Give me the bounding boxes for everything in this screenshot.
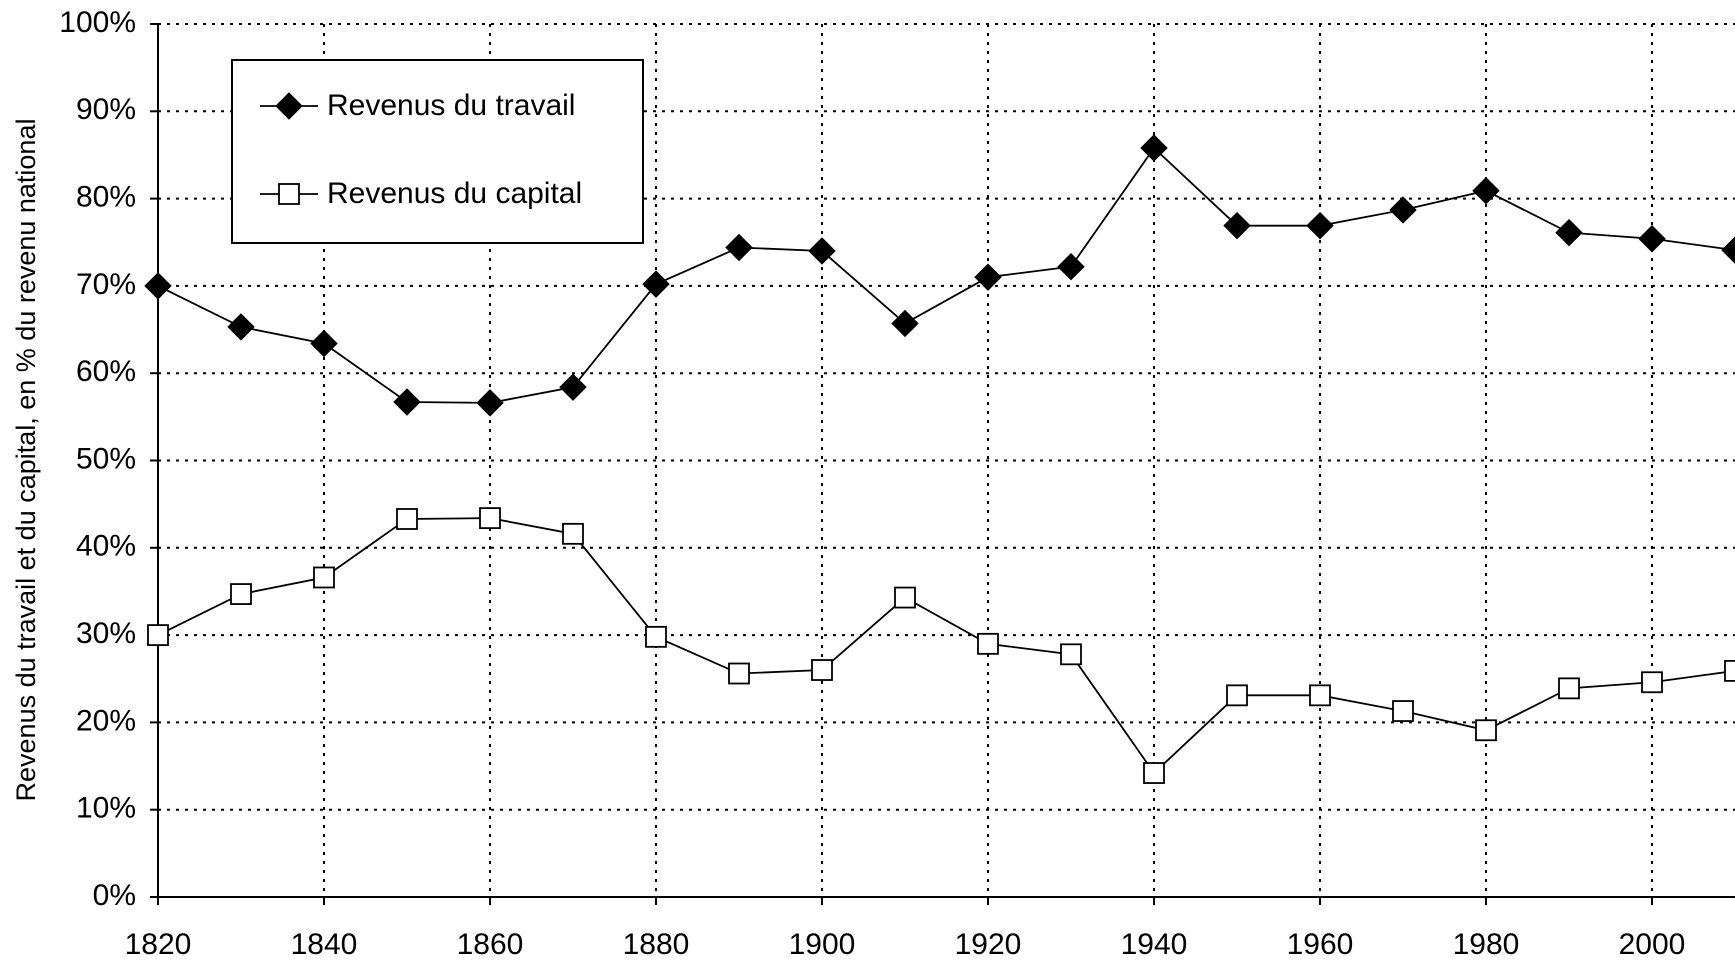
data-point <box>147 624 169 646</box>
series-line <box>157 146 1735 404</box>
data-point <box>645 625 667 648</box>
y-tick-label: 20% <box>76 704 136 737</box>
x-tick-label: 1940 <box>1121 928 1188 961</box>
data-point <box>1060 643 1082 666</box>
legend-box <box>231 59 644 244</box>
data-point <box>894 586 916 609</box>
data-point <box>1306 211 1334 240</box>
data-point <box>728 662 750 685</box>
data-point <box>1143 762 1165 784</box>
y-tick-label: 10% <box>76 792 136 825</box>
data-point <box>1140 134 1168 162</box>
data-point <box>1392 700 1414 722</box>
data-point <box>144 272 172 300</box>
data-point <box>1721 236 1735 264</box>
x-tick-label: 1960 <box>1287 928 1354 961</box>
data-point <box>559 373 587 401</box>
data-point <box>808 237 836 265</box>
y-tick-label: 70% <box>76 268 136 301</box>
series-line <box>157 517 1735 775</box>
data-point <box>310 329 338 358</box>
x-tick-label: 2000 <box>1619 928 1686 961</box>
data-point <box>313 566 335 589</box>
data-point <box>891 309 919 338</box>
data-point <box>396 508 418 530</box>
y-tick-label: 50% <box>76 442 136 475</box>
data-point <box>1472 177 1500 205</box>
data-point <box>974 263 1002 291</box>
legend-label: Revenus du capital <box>327 177 582 210</box>
legend-label: Revenus du travail <box>327 89 575 122</box>
data-point <box>479 507 501 530</box>
data-point <box>1057 252 1085 281</box>
x-tick-label: 1860 <box>457 928 524 961</box>
y-tick-label: 40% <box>76 530 136 563</box>
y-tick-label: 80% <box>76 181 136 214</box>
data-point <box>811 659 833 681</box>
data-point <box>1389 196 1417 224</box>
legend-marker <box>278 183 300 205</box>
y-tick-label: 100% <box>59 6 136 39</box>
y-tick-label: 90% <box>76 93 136 126</box>
data-point <box>1475 719 1497 742</box>
y-tick-label: 30% <box>76 617 136 650</box>
data-point <box>393 388 421 416</box>
data-point <box>1226 684 1248 707</box>
data-point <box>1223 211 1251 240</box>
data-point <box>1558 677 1580 700</box>
data-point <box>562 522 584 545</box>
x-tick-label: 1840 <box>291 928 358 961</box>
y-tick-label: 60% <box>76 355 136 388</box>
data-point <box>1309 684 1331 707</box>
data-point <box>227 313 255 341</box>
y-tick-label: 0% <box>93 879 136 912</box>
data-point <box>725 233 753 262</box>
data-point <box>642 270 670 298</box>
data-point <box>476 389 504 417</box>
data-point <box>1638 225 1666 253</box>
x-tick-label: 1880 <box>623 928 690 961</box>
plot-area <box>144 134 1735 784</box>
legend-marker <box>275 92 303 120</box>
x-tick-label: 1980 <box>1453 928 1520 961</box>
data-point <box>1641 671 1663 694</box>
data-point <box>1724 659 1735 682</box>
y-axis-label: Revenus du travail et du capital, en % d… <box>11 119 41 802</box>
x-tick-label: 1920 <box>955 928 1022 961</box>
data-point <box>1555 218 1583 247</box>
data-point <box>230 583 252 605</box>
data-point <box>977 632 999 655</box>
x-tick-label: 1900 <box>789 928 856 961</box>
x-tick-label: 1820 <box>125 928 192 961</box>
